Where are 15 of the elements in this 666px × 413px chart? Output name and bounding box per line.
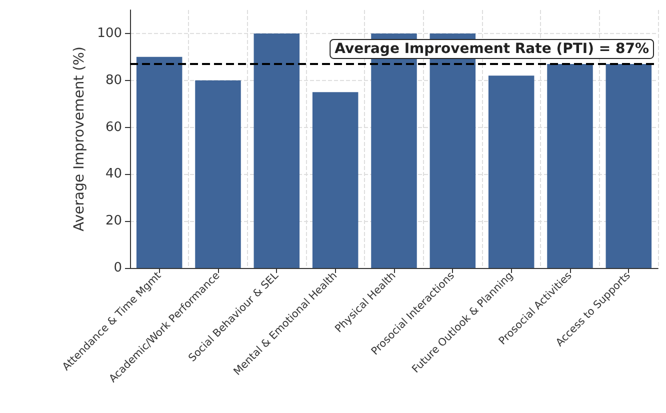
bar: [606, 64, 652, 268]
bar: [254, 33, 300, 268]
y-tick-label: 0: [114, 260, 122, 276]
y-tick-label: 20: [105, 214, 122, 229]
y-tick-label: 40: [105, 166, 122, 182]
y-tick-label: 80: [105, 72, 122, 88]
y-tick-label: 60: [105, 120, 122, 135]
bar: [136, 56, 182, 268]
ref-line-label: Average Improvement Rate (PTI) = 87%: [334, 40, 649, 57]
y-axis-title: Average Improvement (%): [71, 46, 88, 232]
bar: [195, 80, 241, 268]
y-tick-label: 100: [97, 26, 122, 41]
bar: [488, 76, 534, 268]
bar: [312, 92, 358, 268]
bar: [547, 64, 593, 268]
